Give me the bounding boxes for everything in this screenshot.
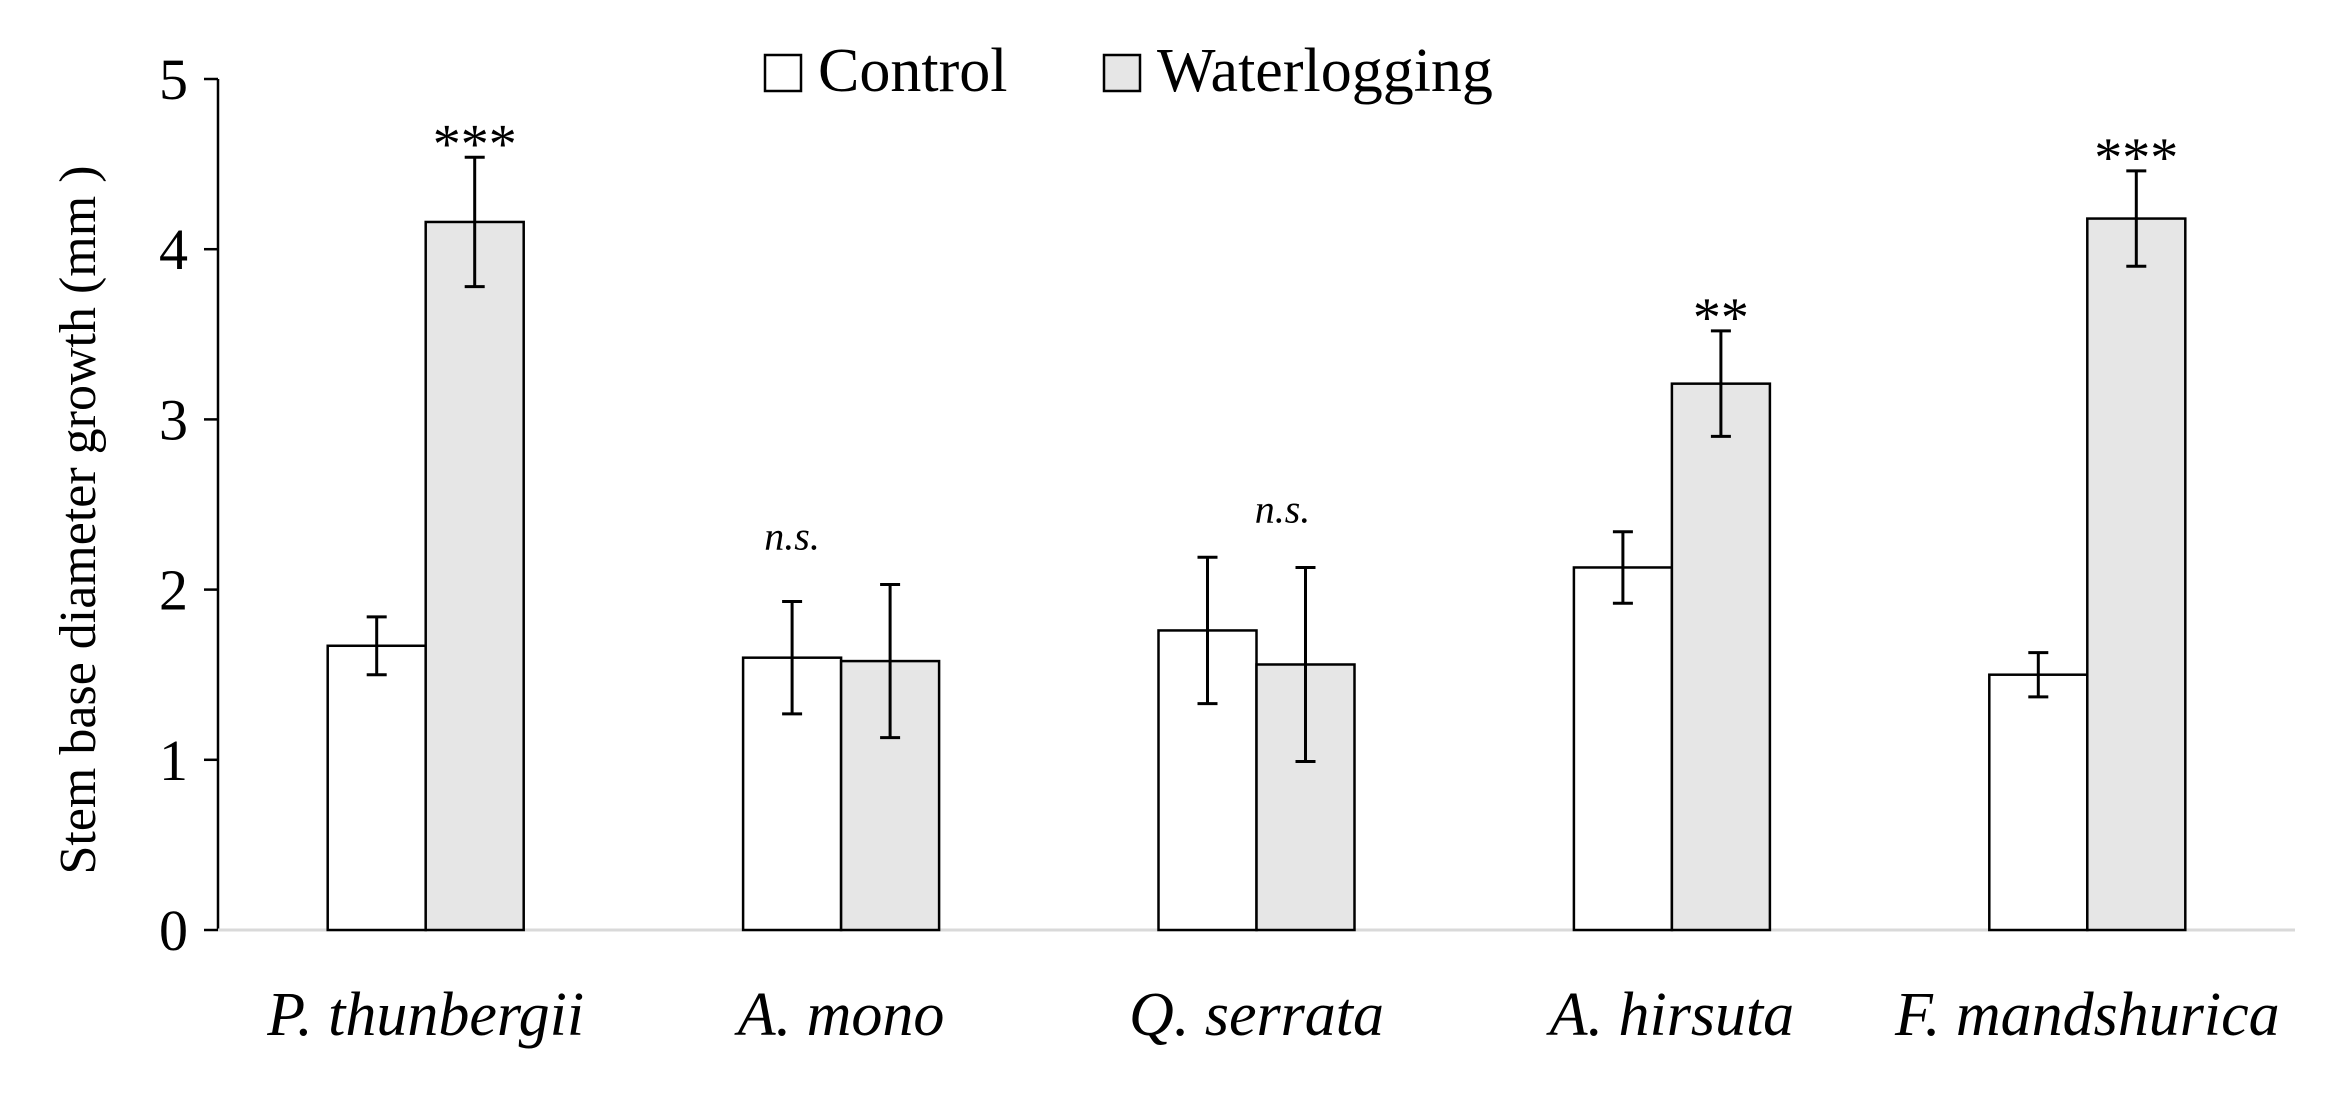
x-tick-label: Q. serrata — [1129, 981, 1384, 1049]
bar-waterlogging — [2086, 217, 2187, 932]
y-tick-label: 0 — [159, 898, 188, 963]
x-tick-label: F. mandshurica — [1894, 981, 2280, 1049]
legend: Control Waterlogging — [763, 37, 1493, 105]
significance-label: n.s. — [764, 513, 820, 558]
x-tick-label: A. mono — [734, 981, 945, 1049]
legend-swatch-control — [763, 53, 803, 93]
bar-control — [326, 644, 427, 932]
bar-waterlogging — [1670, 382, 1772, 932]
y-tick-label: 5 — [159, 47, 188, 112]
legend-swatch-waterlogging — [1102, 53, 1142, 93]
x-tick-label: P. thunbergii — [266, 981, 584, 1049]
y-tick-label: 2 — [159, 558, 188, 623]
y-tick-label: 1 — [159, 728, 188, 793]
x-tick-label: A. hirsuta — [1546, 981, 1795, 1049]
y-tick-label: 3 — [159, 387, 188, 452]
legend-label-control: Control — [818, 37, 1007, 105]
bar-control — [1572, 566, 1674, 932]
significance-label: *** — [433, 113, 517, 175]
significance-label: n.s. — [1255, 486, 1311, 531]
bar-waterlogging — [424, 220, 525, 932]
significance-label: ** — [1693, 287, 1749, 349]
bar-control — [1988, 673, 2089, 932]
significance-label: *** — [2094, 127, 2178, 189]
legend-label-waterlogging: Waterlogging — [1157, 37, 1493, 105]
y-tick-label: 4 — [159, 217, 188, 282]
y-axis-label: Stem base diameter growth (mm ) — [50, 165, 107, 874]
